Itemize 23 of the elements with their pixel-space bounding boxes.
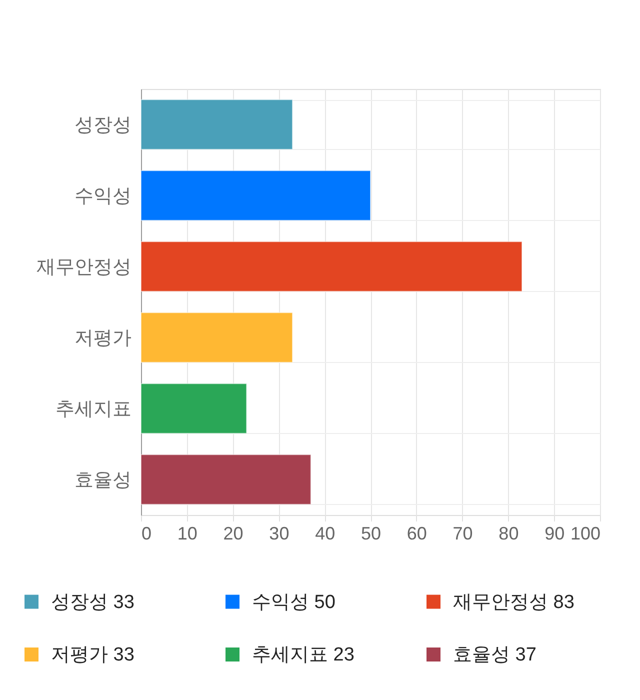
y-tick-label: 성장성 <box>74 115 132 136</box>
x-tick-label: 30 <box>269 524 290 544</box>
legend-label: 수익성 50 <box>252 592 336 613</box>
x-tick-label: 20 <box>223 524 244 544</box>
y-tick-label: 추세지표 <box>56 399 132 420</box>
x-tick-label: 100 <box>570 524 600 544</box>
x-tick-label: 40 <box>315 524 336 544</box>
y-tick-label: 수익성 <box>74 186 132 207</box>
x-tick-label: 80 <box>498 524 519 544</box>
x-tick-label: 0 <box>142 524 152 544</box>
y-tick-label: 재무안정성 <box>36 257 132 278</box>
x-tick-label: 10 <box>177 524 198 544</box>
y-tick-label: 효율성 <box>74 470 132 491</box>
y-tick-label: 저평가 <box>74 328 132 349</box>
x-tick-label: 60 <box>406 524 427 544</box>
x-tick-label: 90 <box>544 524 565 544</box>
legend-label: 성장성 33 <box>51 592 134 613</box>
x-tick-label: 70 <box>452 524 473 544</box>
legend-label: 재무안정성 83 <box>453 592 574 613</box>
legend-label: 저평가 33 <box>51 644 134 666</box>
legend-label: 추세지표 23 <box>252 644 354 666</box>
legend-label: 효율성 37 <box>453 644 536 666</box>
x-tick-label: 50 <box>360 524 382 544</box>
